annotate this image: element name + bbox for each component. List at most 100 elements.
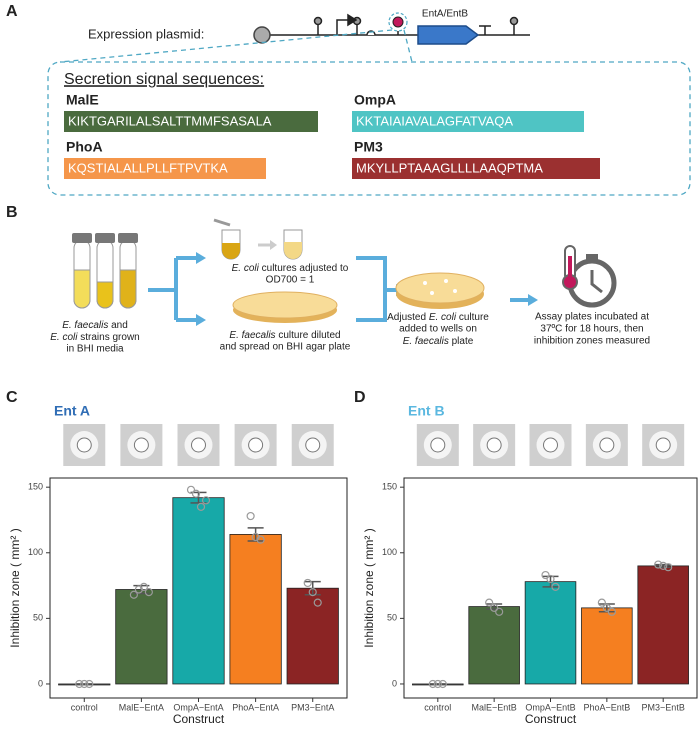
step-text: 37ºC for 18 hours, then: [540, 324, 643, 335]
data-point: [139, 582, 148, 591]
sequence-name: OmpA: [354, 92, 396, 108]
plasmid-label: Expression plasmid:: [88, 26, 204, 41]
bar: [637, 565, 689, 685]
timer-icon: [562, 245, 617, 308]
text: E. coli: [50, 332, 78, 343]
sequence: KQSTIALALLPLLFTPVTKA: [68, 160, 228, 175]
step-text: E. faecalis plate: [403, 336, 474, 347]
x-axis-label: Construct: [525, 712, 577, 726]
well: [599, 437, 615, 453]
x-tick-label: MalE−EntA: [119, 702, 164, 712]
data-point: [129, 590, 138, 599]
text: E. coli: [429, 312, 457, 323]
text: E. coli: [232, 263, 260, 274]
well: [76, 437, 92, 453]
bar: [115, 589, 168, 685]
well: [133, 437, 149, 453]
y-tick-label: 100: [382, 547, 397, 557]
well: [191, 437, 206, 453]
x-tick-label: MalE−EntB: [472, 702, 517, 712]
data-point: [186, 485, 196, 494]
step-text: added to wells on: [399, 324, 477, 335]
data-point: [428, 679, 437, 689]
step-text: E. coli cultures adjusted to: [232, 263, 349, 274]
text: Adjusted: [387, 312, 429, 323]
step-text: E. coli strains grown: [50, 332, 139, 343]
data-point: [433, 679, 442, 689]
y-tick-label: 50: [387, 613, 397, 623]
sequence-name: PM3: [354, 139, 383, 155]
data-point: [551, 582, 560, 591]
well: [486, 437, 502, 453]
sequence-name: MalE: [66, 92, 99, 108]
data-point: [659, 561, 668, 570]
data-point: [313, 598, 322, 607]
callout: [47, 29, 691, 196]
y-tick-label: 150: [382, 482, 397, 492]
sequences: MalE KIKTGARILALSALTTMMFSASALA OmpA KKTAIAI…: [64, 92, 600, 179]
data-point: [246, 511, 255, 521]
bar: [286, 587, 339, 685]
step-text: Adjusted E. coli culture: [387, 312, 489, 323]
x-tick-label: OmpA−EntB: [525, 702, 575, 712]
sequence-box: [352, 111, 584, 132]
chart-title: Ent A: [54, 403, 90, 419]
charts: C Ent A 0 50 100 150 Inhibition zone ( mm² ) Co…: [6, 389, 698, 726]
data-point: [546, 574, 555, 584]
step-text: Assay plates incubated at: [535, 312, 649, 323]
data-point: [654, 560, 663, 569]
text: plate: [449, 336, 474, 347]
data-point: [490, 603, 499, 612]
x-tick-label: OmpA−EntA: [173, 702, 223, 712]
step-text: E. faecalis culture diluted: [229, 330, 340, 341]
y-axis-label: Inhibition zone ( mm² ): [8, 528, 22, 647]
panel-label: C: [6, 389, 18, 406]
bar: [524, 581, 577, 685]
x-tick-label: PM3−EntB: [642, 702, 685, 712]
data-point: [256, 535, 265, 544]
data-point: [495, 607, 504, 616]
data-point: [85, 679, 94, 689]
well: [655, 437, 671, 453]
text: E. faecalis: [62, 320, 108, 331]
sequence-box: [64, 111, 318, 132]
sequence: KIKTGARILALSALTTMMFSASALA: [68, 113, 272, 128]
plate-icon: [232, 291, 338, 323]
data-point: [75, 679, 84, 689]
chart-title: Ent B: [408, 403, 445, 419]
panel-label: A: [6, 3, 18, 20]
ecoli-tubes-icon: [213, 218, 303, 260]
y-tick-label: 150: [28, 482, 43, 492]
data-point: [196, 502, 206, 511]
gene-label: EntA/EntB: [422, 9, 468, 20]
data-point: [251, 532, 260, 542]
x-tick-label: PhoA−EntB: [583, 702, 630, 712]
data-point: [541, 570, 550, 580]
x-tick-label: PhoA−EntA: [232, 702, 279, 712]
y-tick-label: 0: [38, 678, 43, 688]
y-tick-label: 100: [28, 547, 43, 557]
y-axis-label: Inhibition zone ( mm² ): [362, 528, 376, 647]
data-point: [134, 585, 143, 594]
step-text: inhibition zones measured: [534, 336, 650, 347]
data-point: [438, 679, 447, 689]
y-tick-label: 50: [33, 613, 43, 623]
box-title: Secretion signal sequences:: [64, 71, 264, 88]
tubes-icon: [72, 233, 138, 309]
data-point: [308, 588, 317, 597]
text: E. faecalis: [403, 336, 449, 347]
well: [248, 437, 264, 453]
data-point: [485, 598, 494, 607]
data-point: [597, 598, 606, 607]
panel-label: D: [354, 389, 366, 406]
text: E. faecalis: [229, 330, 275, 341]
well: [305, 437, 321, 453]
text: cultures adjusted to: [259, 263, 349, 274]
x-axis-label: Construct: [173, 712, 225, 726]
well: [430, 437, 446, 453]
sequence-box: [64, 158, 266, 179]
bar: [581, 607, 633, 685]
text: and: [108, 320, 127, 331]
